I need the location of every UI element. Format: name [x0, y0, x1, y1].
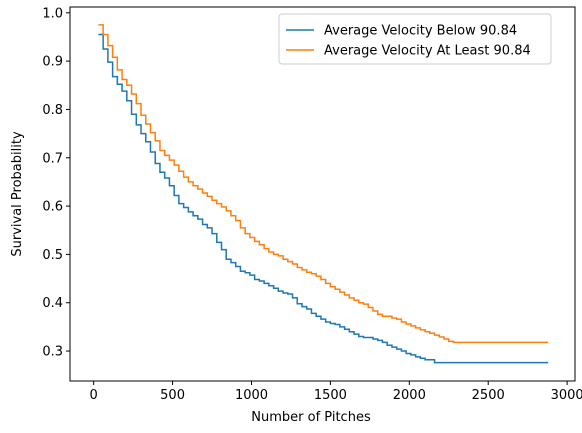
series-layer	[98, 24, 549, 364]
y-tick-label: 0.7	[42, 151, 63, 166]
y-axis: 0.3 0.4 0.5 0.6 0.7 0.8 0.9 1.0	[42, 6, 70, 360]
x-axis-label: Number of Pitches	[251, 410, 371, 425]
x-tick-label: 2000	[393, 388, 426, 403]
y-tick-label: 0.5	[42, 248, 63, 263]
legend-box	[278, 13, 552, 65]
x-tick-label: 1500	[314, 388, 347, 403]
legend-label-1: Average Velocity Below 90.84	[324, 24, 517, 39]
plot-frame	[69, 6, 576, 382]
x-tick-label: 2500	[472, 388, 505, 403]
y-tick-label: 0.8	[42, 103, 63, 118]
y-tick-label: 0.3	[42, 345, 63, 360]
legend: Average Velocity Below 90.84 Average Velo…	[278, 13, 552, 65]
legend-label-2: Average Velocity At Least 90.84	[324, 44, 531, 59]
y-tick-label: 1.0	[42, 6, 63, 21]
x-tick-label: 1000	[235, 388, 268, 403]
y-tick-label: 0.4	[42, 296, 63, 311]
x-axis: 0 500 1000 1500 2000 2500 3000	[90, 381, 582, 403]
x-tick-label: 500	[160, 388, 185, 403]
x-tick-label: 0	[90, 388, 98, 403]
y-tick-label: 0.9	[42, 55, 63, 70]
series-line-1	[98, 33, 549, 364]
series-line-2	[98, 24, 549, 344]
x-tick-label: 3000	[551, 388, 582, 403]
y-tick-label: 0.6	[42, 200, 63, 215]
y-axis-label: Survival Probability	[10, 131, 25, 257]
